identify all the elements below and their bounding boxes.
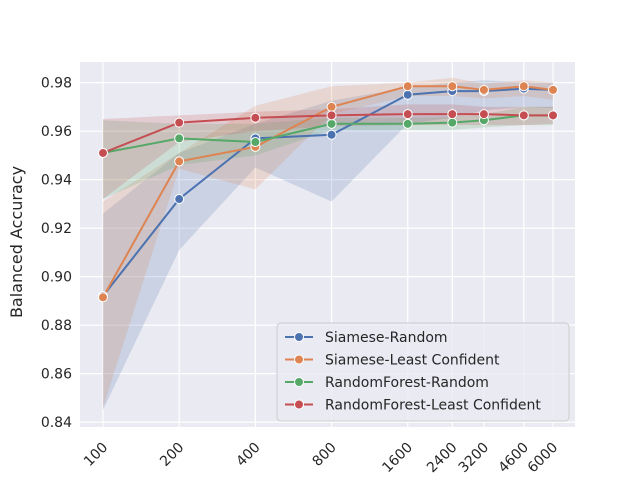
legend-swatch-marker	[294, 332, 304, 342]
data-point	[250, 137, 261, 148]
legend-label: Siamese-Least Confident	[325, 353, 500, 369]
confidence-bands	[103, 77, 553, 410]
data-point	[447, 117, 458, 128]
y-tick-label: 0.86	[41, 367, 72, 383]
y-tick-label: 0.84	[41, 415, 72, 431]
legend-label: RandomForest-Random	[325, 375, 489, 391]
legend-swatch-marker	[294, 399, 304, 410]
data-point	[326, 129, 337, 140]
confidence-band	[103, 106, 553, 199]
data-point	[518, 81, 529, 92]
y-tick-label: 0.90	[41, 270, 72, 286]
data-point	[98, 292, 108, 303]
y-axis-title: Balanced Accuracy	[7, 166, 26, 318]
series-markers	[98, 81, 558, 303]
data-point	[402, 118, 413, 129]
confidence-band	[103, 104, 553, 199]
data-point	[402, 81, 413, 92]
data-point	[174, 117, 185, 128]
data-point	[548, 84, 558, 95]
data-point	[447, 81, 458, 92]
legend: Siamese-Random Siamese-Least Confident Ran…	[276, 322, 570, 422]
confidence-band	[103, 77, 553, 408]
legend-swatch-marker	[294, 354, 304, 365]
data-point	[174, 194, 185, 205]
legend-box	[276, 322, 570, 422]
y-tick-label: 0.88	[41, 318, 72, 334]
data-point	[98, 147, 108, 158]
legend-label: Siamese-Random	[325, 330, 448, 346]
y-axis-ticks: 0.84 0.86 0.88 0.90 0.92 0.94 0.96 0.98	[41, 76, 72, 432]
data-point	[478, 84, 489, 95]
y-tick-label: 0.92	[41, 221, 72, 237]
data-point	[174, 156, 185, 167]
data-point	[174, 133, 185, 144]
data-point	[250, 112, 261, 123]
data-point	[447, 109, 458, 120]
data-point	[326, 118, 337, 129]
data-point	[402, 89, 413, 100]
legend-swatch-marker	[294, 377, 304, 387]
data-point	[326, 110, 337, 121]
data-point	[518, 110, 529, 121]
y-tick-label: 0.98	[41, 76, 72, 92]
data-point	[478, 109, 489, 120]
y-tick-label: 0.96	[41, 124, 72, 140]
legend-label: RandomForest-Least Confident	[325, 398, 541, 414]
data-point	[402, 109, 413, 120]
confidence-band	[103, 80, 553, 410]
y-tick-label: 0.94	[41, 173, 72, 189]
data-point	[326, 101, 337, 112]
data-point	[548, 110, 558, 121]
